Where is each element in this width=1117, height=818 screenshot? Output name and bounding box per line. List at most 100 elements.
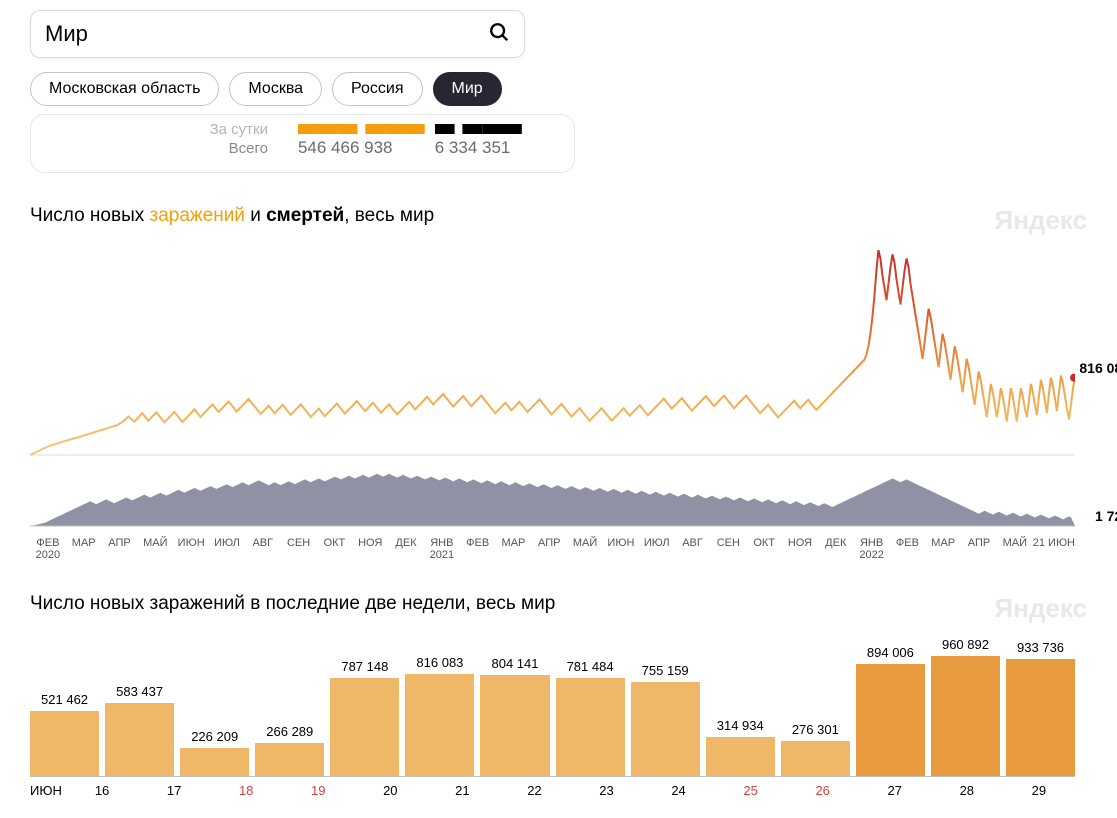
bar-value-label: 314 934 bbox=[717, 718, 764, 733]
bar-column: 804 141 bbox=[480, 656, 549, 776]
bar-value-label: 266 289 bbox=[266, 724, 313, 739]
stats-daily-cases: ███ ███ bbox=[298, 124, 435, 134]
bar-day-label: 27 bbox=[859, 783, 931, 798]
month-tick: НОЯ bbox=[352, 537, 388, 561]
bar-value-label: 755 159 bbox=[642, 663, 689, 678]
region-pill[interactable]: Россия bbox=[332, 72, 422, 106]
month-tick: ИЮН bbox=[603, 537, 639, 561]
month-tick: ОКТ bbox=[746, 537, 782, 561]
month-tick: МАЙ bbox=[997, 537, 1033, 561]
bar bbox=[180, 748, 249, 776]
bar-column: 583 437 bbox=[105, 684, 174, 776]
stats-card: За сутки ███ ███ █ ███ Всего 546 466 938… bbox=[30, 114, 575, 173]
watermark: Яндекс bbox=[995, 205, 1088, 236]
title-part-orange: заражений bbox=[150, 205, 245, 226]
region-pills: Московская область Москва Россия Мир bbox=[30, 72, 1087, 106]
bar bbox=[931, 656, 1000, 776]
bar bbox=[330, 678, 399, 776]
bar-column: 787 148 bbox=[330, 659, 399, 776]
bar-column: 314 934 bbox=[706, 718, 775, 776]
end-label-cases: 816 083 bbox=[1079, 360, 1117, 376]
bar-value-label: 960 892 bbox=[942, 637, 989, 652]
bar-column: 781 484 bbox=[556, 659, 625, 776]
region-pill[interactable]: Мир bbox=[433, 72, 502, 106]
month-tick: АПР bbox=[102, 537, 138, 561]
bar bbox=[1006, 659, 1075, 776]
timeline-section: Яндекс Число новых заражений и смертей, … bbox=[30, 205, 1087, 561]
bar-column: 933 736 bbox=[1006, 640, 1075, 776]
month-tick: ДЕК bbox=[818, 537, 854, 561]
bar bbox=[405, 674, 474, 776]
stats-total-deaths: 6 334 351 bbox=[435, 138, 552, 158]
month-tick: МАР bbox=[925, 537, 961, 561]
barchart-title: Число новых заражений в последние две не… bbox=[30, 593, 1087, 615]
month-tick: ИЮН bbox=[173, 537, 209, 561]
month-tick: ИЮЛ bbox=[639, 537, 675, 561]
search-box[interactable] bbox=[30, 10, 525, 58]
stats-row-daily: За сутки ███ ███ █ ███ bbox=[53, 121, 552, 138]
search-input[interactable] bbox=[45, 21, 488, 47]
bar-column: 276 301 bbox=[781, 722, 850, 776]
bar-day-label: 28 bbox=[931, 783, 1003, 798]
timeline-title: Число новых заражений и смертей, весь ми… bbox=[30, 205, 1087, 227]
stats-daily-deaths: █ ███ bbox=[435, 124, 552, 134]
month-tick: АВГ bbox=[675, 537, 711, 561]
month-tick: АПР bbox=[531, 537, 567, 561]
bar bbox=[30, 711, 99, 776]
month-tick: НОЯ bbox=[782, 537, 818, 561]
bar-day-label: 18 bbox=[210, 783, 282, 798]
month-tick: ЯНВ2021 bbox=[424, 537, 460, 561]
bar-column: 960 892 bbox=[931, 637, 1000, 776]
month-tick: ОКТ bbox=[317, 537, 353, 561]
bar-column: 816 083 bbox=[405, 655, 474, 776]
stats-total-label: Всего bbox=[53, 140, 298, 157]
bar-day-label: 25 bbox=[715, 783, 787, 798]
month-tick: ФЕВ bbox=[460, 537, 496, 561]
end-label-deaths: 1 721 bbox=[1095, 508, 1117, 524]
search-icon[interactable] bbox=[488, 21, 510, 48]
bar-column: 226 209 bbox=[180, 729, 249, 776]
bar-column: 521 462 bbox=[30, 692, 99, 776]
bar bbox=[556, 678, 625, 776]
bar-day-label: 23 bbox=[570, 783, 642, 798]
barchart-section: Яндекс Число новых заражений в последние… bbox=[30, 593, 1087, 798]
bar-month-label: ИЮН bbox=[30, 783, 66, 798]
month-tick: ФЕВ bbox=[890, 537, 926, 561]
title-part: и bbox=[245, 205, 266, 226]
bar-value-label: 226 209 bbox=[191, 729, 238, 744]
bar bbox=[706, 737, 775, 776]
region-pill[interactable]: Москва bbox=[229, 72, 322, 106]
month-tick: СЕН bbox=[281, 537, 317, 561]
month-tick: ФЕВ2020 bbox=[30, 537, 66, 561]
bar-value-label: 933 736 bbox=[1017, 640, 1064, 655]
bar-value-label: 521 462 bbox=[41, 692, 88, 707]
bar-value-label: 276 301 bbox=[792, 722, 839, 737]
bar bbox=[480, 675, 549, 776]
bar-day-label: 26 bbox=[787, 783, 859, 798]
bar-day-label: 22 bbox=[498, 783, 570, 798]
bar-value-label: 816 083 bbox=[416, 655, 463, 670]
month-tick: МАР bbox=[496, 537, 532, 561]
bar-day-label: 20 bbox=[354, 783, 426, 798]
bar-value-label: 804 141 bbox=[492, 656, 539, 671]
region-pill[interactable]: Московская область bbox=[30, 72, 219, 106]
month-tick: 21 ИЮН bbox=[1033, 537, 1075, 561]
bar bbox=[781, 741, 850, 776]
bar-day-label: 16 bbox=[66, 783, 138, 798]
stats-daily-label: За сутки bbox=[53, 121, 298, 138]
bar bbox=[105, 703, 174, 776]
bar bbox=[255, 743, 324, 776]
bar-chart: 521 462 583 437 226 209 266 289 787 148 816 0… bbox=[30, 627, 1075, 777]
month-tick: АВГ bbox=[245, 537, 281, 561]
timeline-xaxis: ФЕВ2020МАРАПРМАЙИЮНИЮЛАВГСЕНОКТНОЯДЕКЯНВ… bbox=[30, 537, 1075, 561]
month-tick: ИЮЛ bbox=[209, 537, 245, 561]
bar-day-label: 21 bbox=[426, 783, 498, 798]
bar-value-label: 781 484 bbox=[567, 659, 614, 674]
title-part: Число новых bbox=[30, 205, 150, 226]
bar-day-label: 19 bbox=[282, 783, 354, 798]
bar-day-label: 17 bbox=[138, 783, 210, 798]
watermark: Яндекс bbox=[995, 593, 1088, 624]
bar bbox=[856, 664, 925, 776]
month-tick: МАЙ bbox=[567, 537, 603, 561]
bar-xaxis: ИЮН1617181920212223242526272829 bbox=[30, 783, 1075, 798]
